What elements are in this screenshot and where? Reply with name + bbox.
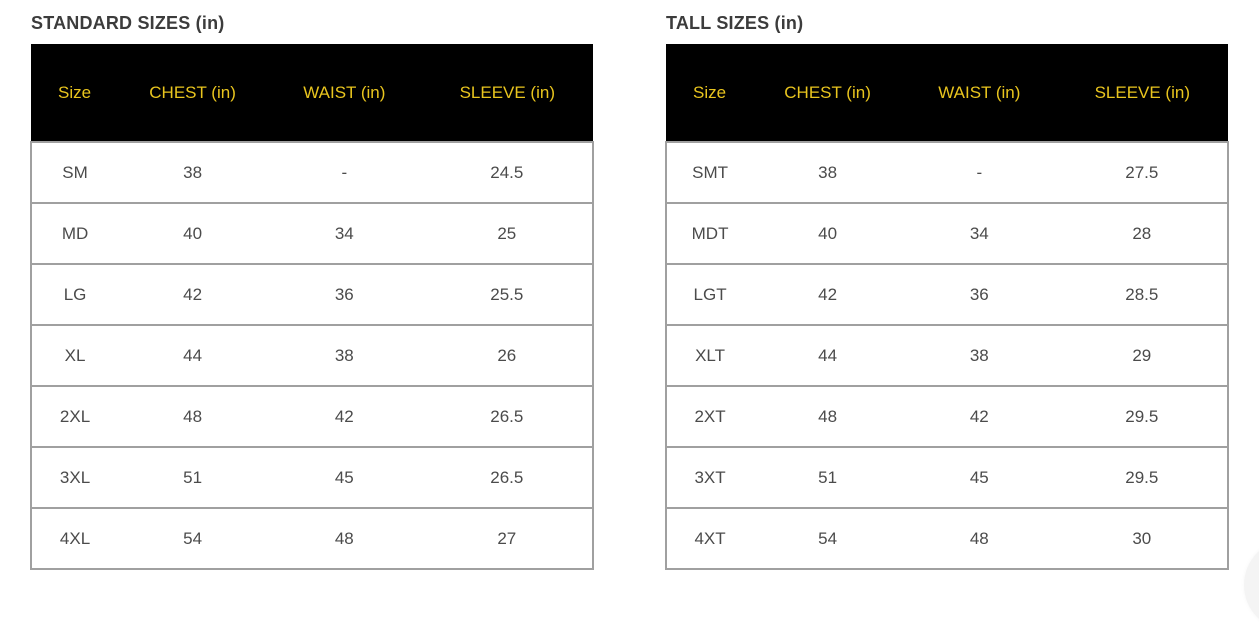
cell-size: MDT	[691, 223, 729, 243]
table-row-3xt: 3XT 51 45 29.5	[666, 447, 1228, 508]
cell-size: LG	[63, 284, 87, 304]
size-charts-section: STANDARD SIZES (in) Size CHEST (in) WAIST …	[30, 12, 1229, 570]
cell-sleeve-in: 28.5	[1125, 284, 1159, 304]
cell-size: SMT	[692, 162, 728, 182]
cell-sleeve-in: 27.5	[1125, 162, 1159, 182]
cell-chest-in: 40	[818, 223, 838, 243]
cell-chest-in: 51	[183, 467, 203, 487]
cell-chest-in: 42	[183, 284, 203, 304]
cell-waist-in: 42	[334, 406, 354, 426]
cell-chest-in: 40	[183, 223, 203, 243]
cell-waist-in: 45	[334, 467, 354, 487]
column-header-size: Size	[58, 82, 92, 102]
column-header-sleeve-in: SLEEVE (in)	[459, 82, 555, 102]
cell-size: 4XT	[694, 528, 726, 548]
table-row-xl: XL 44 38 26	[31, 325, 593, 386]
cell-sleeve-in: 26	[497, 345, 517, 365]
cell-size: XL	[64, 345, 86, 365]
table-row-smt: SMT 38 - 27.5	[666, 142, 1228, 203]
cell-chest-in: 48	[818, 406, 838, 426]
cell-waist-in: -	[341, 162, 348, 182]
column-header-chest-in: CHEST (in)	[784, 82, 871, 102]
table-row-4xl: 4XL 54 48 27	[31, 508, 593, 569]
table-row-sm: SM 38 - 24.5	[31, 142, 593, 203]
cell-waist-in: 48	[334, 528, 354, 548]
table-row-lgt: LGT 42 36 28.5	[666, 264, 1228, 325]
cell-size: 2XL	[59, 406, 91, 426]
cell-sleeve-in: 27	[497, 528, 517, 548]
cell-chest-in: 48	[183, 406, 203, 426]
cell-size: MD	[61, 223, 89, 243]
column-header-waist-in: WAIST (in)	[938, 82, 1021, 102]
standard-sizes-table: Size CHEST (in) WAIST (in) SLEEVE (in) SM 38…	[30, 44, 594, 570]
tall-sizes-title: TALL SIZES (in)	[666, 13, 804, 33]
cell-size: 4XL	[59, 528, 91, 548]
cell-waist-in: 38	[334, 345, 354, 365]
table-row-3xl: 3XL 51 45 26.5	[31, 447, 593, 508]
cell-size: SM	[62, 162, 88, 182]
cell-sleeve-in: 29.5	[1125, 406, 1159, 426]
cell-waist-in: 34	[334, 223, 354, 243]
cell-chest-in: 44	[818, 345, 838, 365]
cell-sleeve-in: 25	[497, 223, 517, 243]
tall-sizes-table: Size CHEST (in) WAIST (in) SLEEVE (in) SMT 3…	[665, 44, 1229, 570]
column-header-size: Size	[693, 82, 727, 102]
table-header-row: Size CHEST (in) WAIST (in) SLEEVE (in)	[666, 44, 1228, 142]
table-row-lg: LG 42 36 25.5	[31, 264, 593, 325]
cell-size: 2XT	[694, 406, 726, 426]
table-header-row: Size CHEST (in) WAIST (in) SLEEVE (in)	[31, 44, 593, 142]
standard-sizes-section: STANDARD SIZES (in) Size CHEST (in) WAIST …	[30, 12, 594, 570]
table-row-md: MD 40 34 25	[31, 203, 593, 264]
cell-sleeve-in: 29	[1132, 345, 1152, 365]
cell-chest-in: 38	[818, 162, 838, 182]
cell-chest-in: 44	[183, 345, 203, 365]
cell-sleeve-in: 29.5	[1125, 467, 1159, 487]
cell-sleeve-in: 24.5	[490, 162, 524, 182]
cell-waist-in: 45	[969, 467, 989, 487]
cell-waist-in: 38	[969, 345, 989, 365]
cell-chest-in: 54	[183, 528, 203, 548]
cell-chest-in: 42	[818, 284, 838, 304]
table-row-xlt: XLT 44 38 29	[666, 325, 1228, 386]
cell-sleeve-in: 30	[1132, 528, 1152, 548]
standard-sizes-title: STANDARD SIZES (in)	[31, 13, 225, 33]
column-header-chest-in: CHEST (in)	[149, 82, 236, 102]
chat-widget-button[interactable]	[1244, 539, 1259, 631]
cell-chest-in: 51	[818, 467, 838, 487]
cell-size: 3XL	[59, 467, 91, 487]
table-row-mdt: MDT 40 34 28	[666, 203, 1228, 264]
cell-chest-in: 54	[818, 528, 838, 548]
cell-waist-in: 34	[969, 223, 989, 243]
cell-waist-in: 48	[969, 528, 989, 548]
cell-waist-in: 42	[969, 406, 989, 426]
cell-sleeve-in: 26.5	[490, 406, 524, 426]
cell-size: 3XT	[694, 467, 726, 487]
column-header-sleeve-in: SLEEVE (in)	[1094, 82, 1190, 102]
cell-waist-in: 36	[969, 284, 989, 304]
cell-waist-in: 36	[334, 284, 354, 304]
table-row-2xt: 2XT 48 42 29.5	[666, 386, 1228, 447]
cell-waist-in: -	[976, 162, 983, 182]
table-row-4xt: 4XT 54 48 30	[666, 508, 1228, 569]
cell-sleeve-in: 26.5	[490, 467, 524, 487]
cell-sleeve-in: 28	[1132, 223, 1152, 243]
cell-size: XLT	[695, 345, 726, 365]
column-header-waist-in: WAIST (in)	[303, 82, 386, 102]
table-row-2xl: 2XL 48 42 26.5	[31, 386, 593, 447]
cell-size: LGT	[693, 284, 727, 304]
cell-sleeve-in: 25.5	[490, 284, 524, 304]
cell-chest-in: 38	[183, 162, 203, 182]
tall-sizes-section: TALL SIZES (in) Size CHEST (in) WAIST (in)…	[665, 12, 1229, 570]
